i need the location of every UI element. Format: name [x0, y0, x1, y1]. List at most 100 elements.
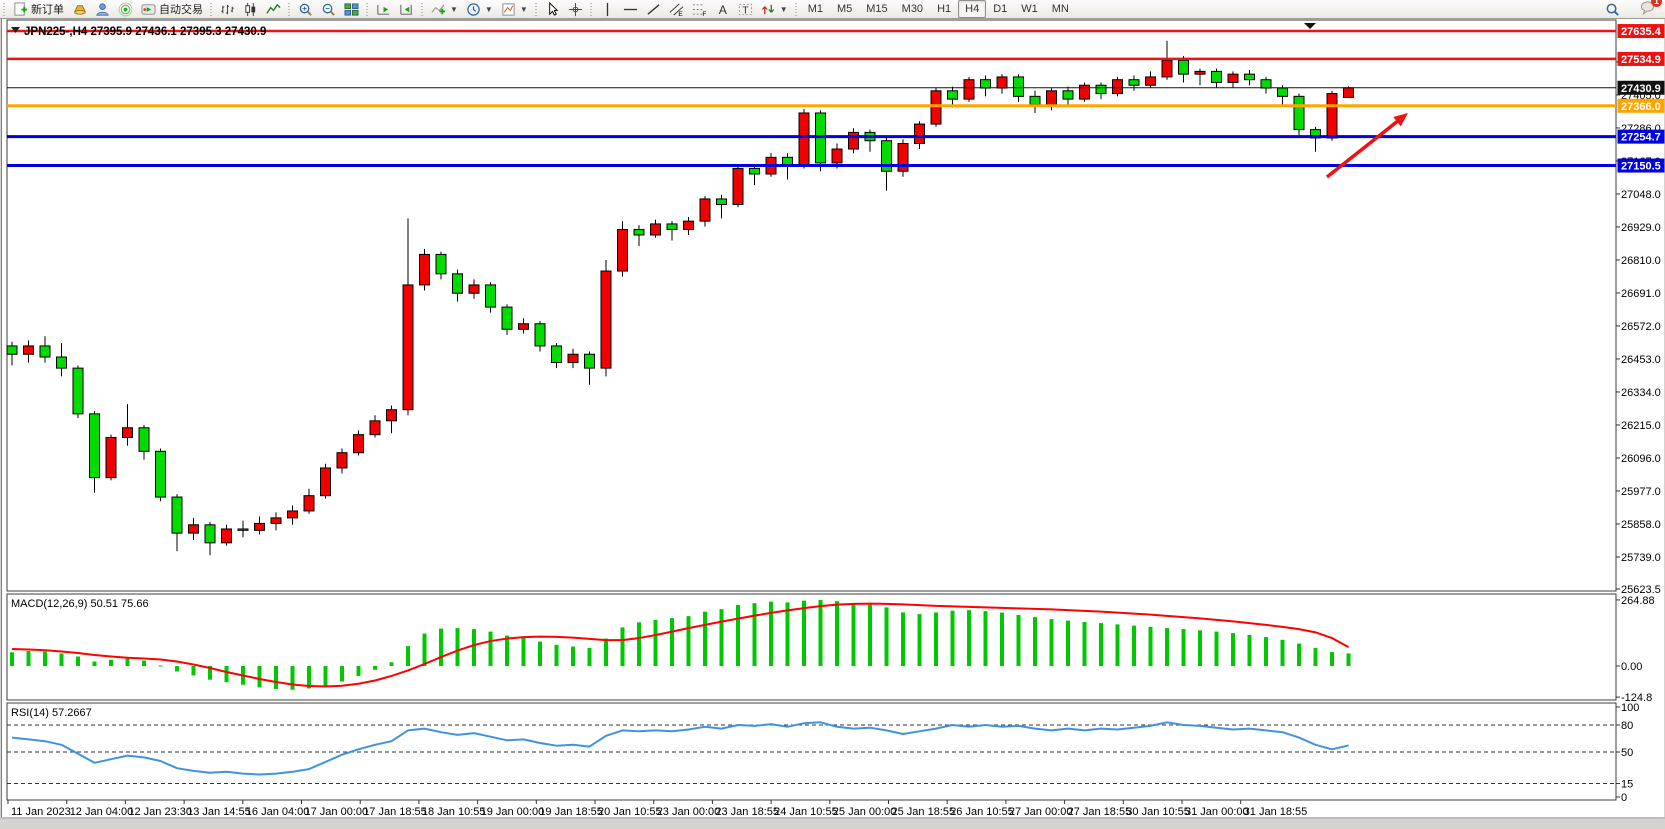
line-chart-button[interactable]: [262, 0, 285, 18]
autotrading-button[interactable]: 自动交易: [137, 0, 207, 18]
timeframe-m1-button[interactable]: M1: [807, 3, 823, 15]
price-lines-group[interactable]: [7, 29, 1616, 168]
chartshift-icon: [400, 4, 413, 15]
tile-windows-button[interactable]: [340, 0, 363, 18]
dropdown-arrow-icon[interactable]: ▼: [484, 4, 493, 14]
macd-bar: [1000, 612, 1004, 666]
timeframe-h1-button[interactable]: H1: [937, 3, 952, 15]
timeframe-mn-button[interactable]: MN: [1051, 3, 1069, 15]
zoom-out-button[interactable]: [317, 0, 340, 18]
community-icon: [96, 2, 109, 16]
search-button[interactable]: [1601, 0, 1624, 18]
macd-bar: [389, 662, 394, 666]
timeframe-m5-button[interactable]: M5: [836, 3, 853, 15]
candle: [1326, 93, 1338, 139]
candle: [221, 528, 232, 544]
macd-bar: [1181, 629, 1186, 666]
candle: [617, 228, 628, 272]
indicators-icon: [431, 4, 446, 14]
indicators-button[interactable]: ▼: [427, 0, 462, 18]
fibonacci-button[interactable]: F: [688, 0, 711, 18]
crosshair-button[interactable]: [564, 0, 587, 18]
candle: [452, 273, 463, 294]
candle: [534, 323, 546, 347]
candle: [650, 223, 661, 236]
candle: [980, 79, 991, 89]
macd-bar: [26, 651, 31, 666]
arrow-annotation[interactable]: [1325, 117, 1403, 179]
price-axis[interactable]: 27524.027405.027286.027167.027048.026929…: [1616, 24, 1665, 596]
macd-bar: [818, 599, 823, 666]
dropdown-arrow-icon[interactable]: ▼: [779, 4, 788, 14]
time-label: 18 Jan 10:55: [422, 806, 486, 818]
candle: [683, 220, 694, 230]
vertical-line-button[interactable]: [596, 0, 619, 18]
trendline-button[interactable]: [642, 0, 665, 18]
macd-bar: [1214, 631, 1219, 666]
signals-button[interactable]: [114, 0, 137, 18]
timeframe-m15-button[interactable]: M15: [866, 3, 888, 15]
macd-bar: [1148, 626, 1153, 666]
signals-icon: [118, 2, 133, 16]
auto-scroll-button[interactable]: [372, 0, 395, 18]
macd-bar: [653, 619, 658, 666]
candle: [6, 345, 18, 355]
dropdown-arrow-icon[interactable]: ▼: [519, 4, 528, 14]
candle: [633, 228, 645, 236]
macd-pane[interactable]: [6, 593, 1617, 701]
price-badge-27366.0: 27366.0: [1617, 98, 1665, 113]
timeframe-m30-button[interactable]: M30: [901, 3, 924, 15]
candle: [1277, 87, 1288, 97]
new-order-label: 新订单: [31, 4, 64, 16]
macd-scale-label: 264.88: [1621, 595, 1655, 607]
timeframe-d1-button[interactable]: D1: [993, 3, 1008, 15]
autotrading-icon: [141, 3, 156, 15]
candle: [567, 353, 579, 364]
text-button[interactable]: A: [711, 0, 734, 18]
dropdown-arrow-icon[interactable]: ▼: [450, 4, 458, 14]
new-order-button[interactable]: 新订单: [9, 0, 68, 18]
arrows-button[interactable]: ▼: [757, 0, 792, 18]
macd-bar: [224, 666, 229, 683]
time-label: 16 Jan 04:00: [246, 806, 310, 818]
market-watch-button[interactable]: [68, 0, 91, 18]
chart-canvas[interactable]: JPN225-,H4 27395.9 27436.1 27395.3 27430…: [0, 19, 1665, 829]
text-label-button[interactable]: T: [734, 0, 757, 18]
shift-marker-icon[interactable]: [1304, 23, 1316, 29]
templates-button[interactable]: ▼: [497, 0, 532, 18]
equidistant-channel-button[interactable]: E: [665, 0, 688, 18]
macd-bar: [670, 618, 674, 666]
candle: [1244, 73, 1255, 81]
price-pane[interactable]: [6, 19, 1617, 592]
macd-bar: [488, 631, 493, 666]
horizontal-line-button[interactable]: [619, 0, 642, 18]
macd-bar: [373, 666, 377, 670]
macd-bar: [604, 638, 608, 666]
candle: [138, 427, 150, 452]
macd-bar: [43, 651, 47, 666]
bar-chart-button[interactable]: [216, 0, 239, 18]
candlestick-chart-button[interactable]: [239, 0, 262, 18]
rsi-indicator: RSI(14) 57.2667 100 80 50 150: [7, 702, 1639, 804]
macd-bar: [455, 628, 460, 666]
zoom-in-button[interactable]: [294, 0, 317, 18]
rsi-scale-label: 100: [1621, 702, 1639, 714]
macd-bar: [439, 628, 443, 666]
macd-bar: [1066, 620, 1070, 666]
autoscroll-icon: [377, 4, 390, 15]
timeframe-h4-button[interactable]: H4: [958, 0, 987, 18]
timeframe-w1-button[interactable]: W1: [1021, 3, 1038, 15]
time-label: 19 Jan 00:00: [481, 806, 545, 818]
candle: [947, 90, 958, 100]
macd-bar: [340, 666, 344, 682]
time-label: 24 Jan 10:55: [774, 806, 838, 818]
periods-button[interactable]: ▼: [462, 0, 497, 18]
mql5-community-button[interactable]: [91, 0, 114, 18]
chart-shift-button[interactable]: [395, 0, 418, 18]
toolbar-grip: [587, 2, 595, 16]
time-label: 20 Jan 10:55: [598, 806, 662, 818]
symbol-collapse-icon[interactable]: [11, 27, 20, 33]
cursor-button[interactable]: [541, 0, 564, 18]
notifications-button[interactable]: 1: [1640, 0, 1662, 18]
